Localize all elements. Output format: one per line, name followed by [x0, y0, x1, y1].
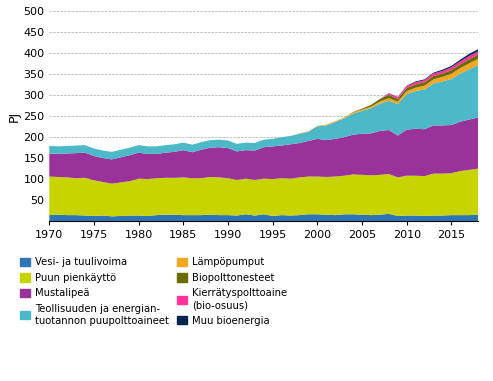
Legend: Vesi- ja tuulivoima, Puun pienkäyttö, Mustalipeä, Teollisuuden ja energian-
tuot: Vesi- ja tuulivoima, Puun pienkäyttö, Mu…: [20, 258, 287, 325]
Y-axis label: PJ: PJ: [7, 110, 21, 122]
